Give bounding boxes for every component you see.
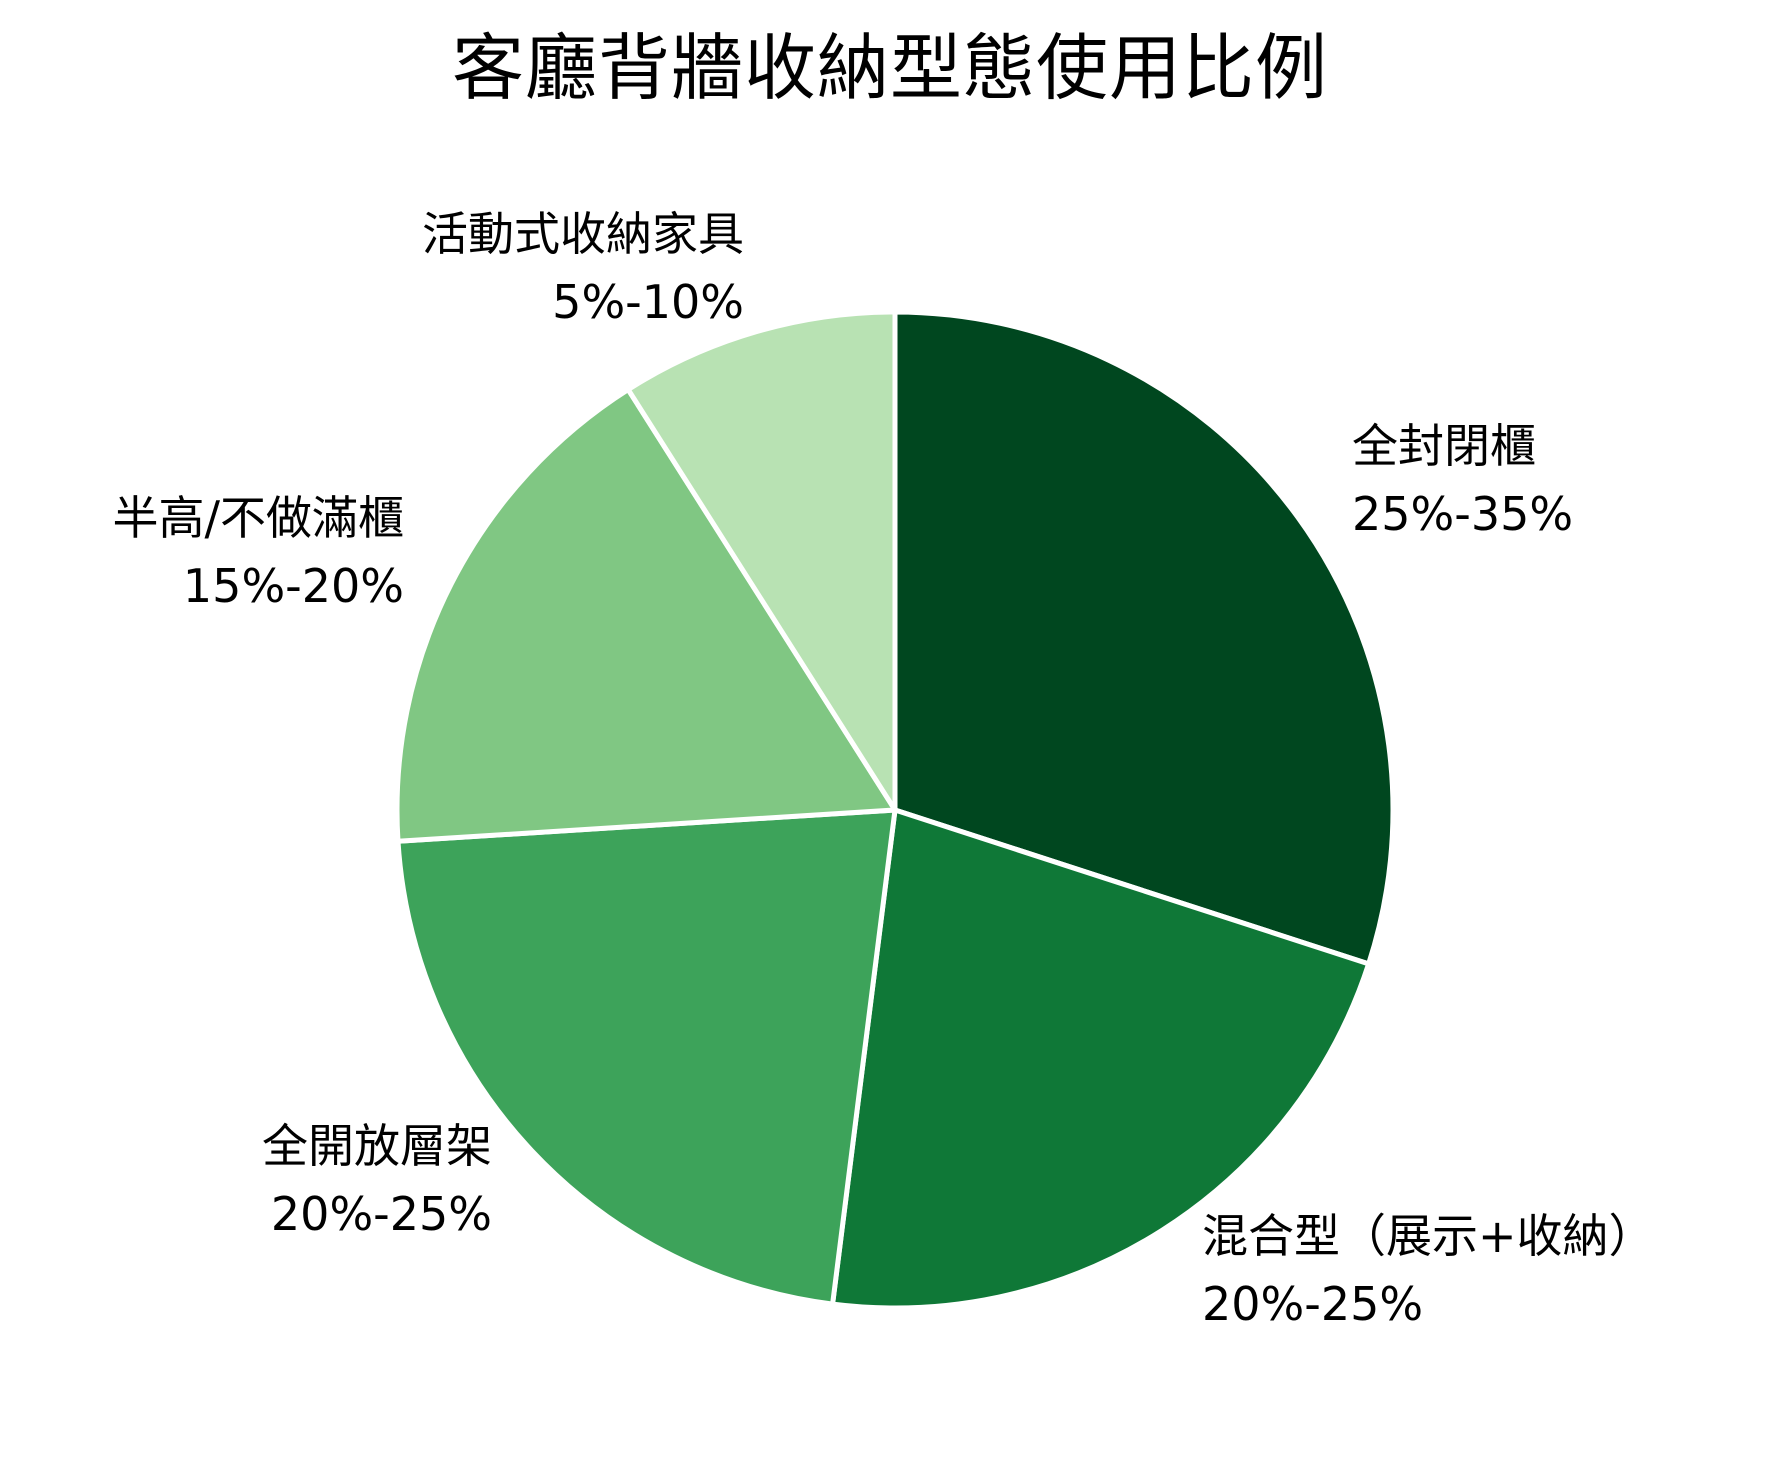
slice-label-name: 全開放層架 xyxy=(262,1119,492,1173)
slice-label-name: 混合型（展示+收納） xyxy=(1202,1209,1655,1263)
slice-half-height xyxy=(394,387,898,844)
slice-label-open-shelf: 全開放層架 20%-25% xyxy=(262,1112,492,1248)
slice-open-shelf xyxy=(395,807,898,1307)
slice-label-half-height: 半高/不做滿櫃 15%-20% xyxy=(113,484,405,620)
slice-label-range: 20%-25% xyxy=(270,1187,492,1241)
slice-label-name: 半高/不做滿櫃 xyxy=(112,491,405,545)
slice-label-name: 全封閉櫃 xyxy=(1352,419,1536,473)
slice-closed-cabinet xyxy=(892,309,1396,967)
slice-label-range: 25%-35% xyxy=(1352,487,1574,541)
slice-label-closed-cabinet: 全封閉櫃 25%-35% xyxy=(1352,412,1573,548)
slice-label-movable-furniture: 活動式收納家具 5%-10% xyxy=(422,200,744,336)
slice-label-range: 15%-20% xyxy=(182,559,404,613)
slice-label-mixed: 混合型（展示+收納） 20%-25% xyxy=(1202,1202,1655,1338)
slice-label-name: 活動式收納家具 xyxy=(422,207,744,261)
chart-title: 客廳背牆收納型態使用比例 xyxy=(451,26,1328,110)
slice-mixed xyxy=(830,807,1372,1311)
slice-label-range: 5%-10% xyxy=(552,275,744,329)
slice-label-range: 20%-25% xyxy=(1202,1277,1424,1331)
slice-movable-furniture xyxy=(625,309,898,813)
